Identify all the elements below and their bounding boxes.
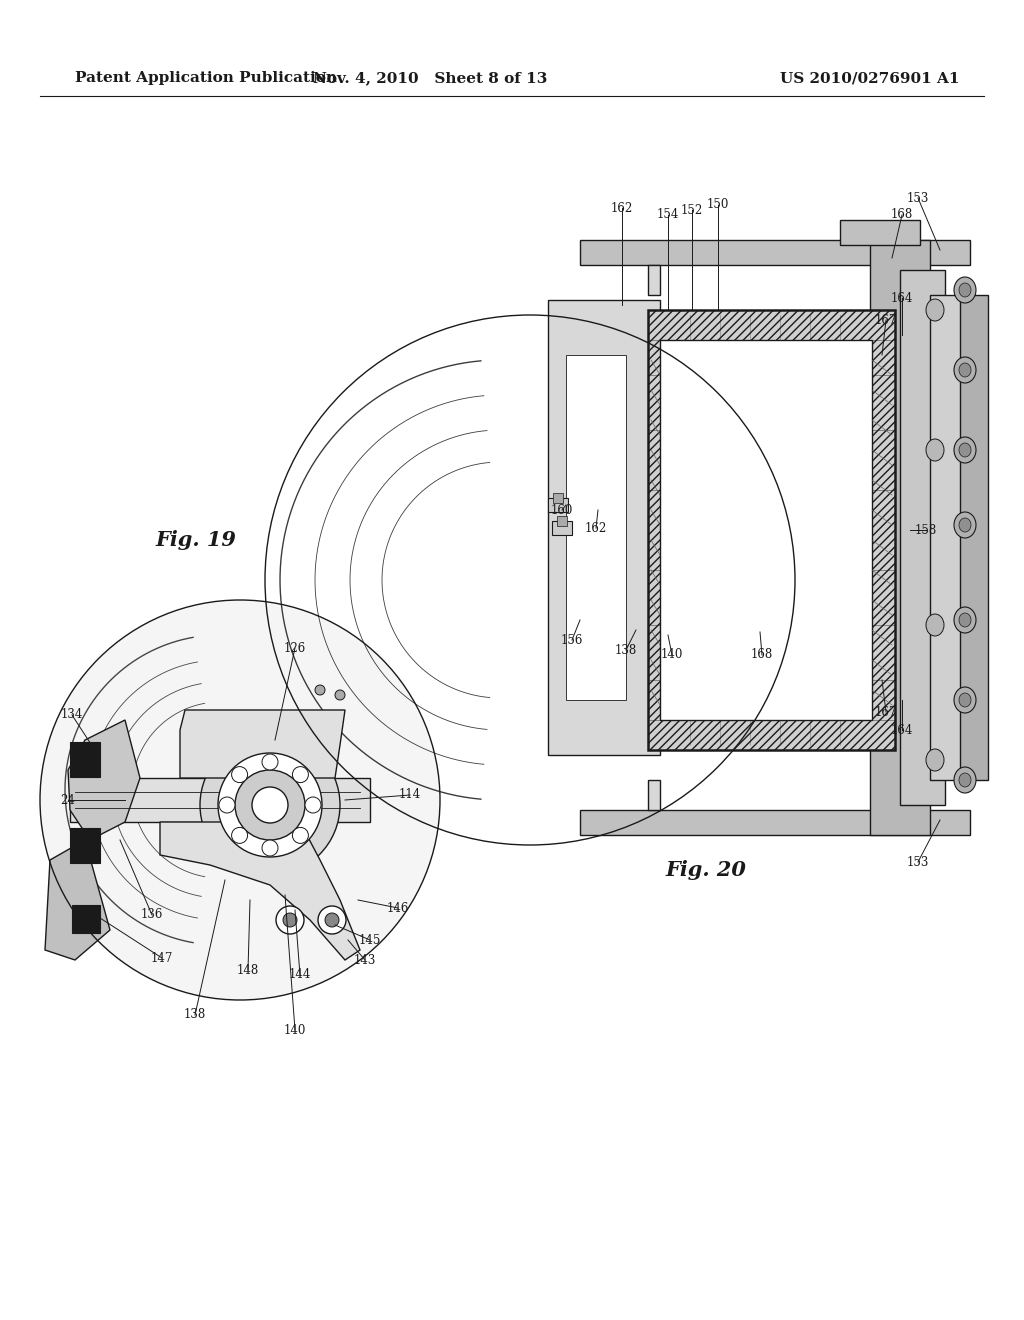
- Bar: [840, 220, 920, 246]
- Bar: [648, 265, 660, 294]
- Ellipse shape: [959, 444, 971, 457]
- Circle shape: [293, 767, 308, 783]
- Ellipse shape: [954, 767, 976, 793]
- Circle shape: [276, 906, 304, 935]
- Ellipse shape: [954, 686, 976, 713]
- Text: 148: 148: [237, 964, 259, 977]
- Polygon shape: [180, 710, 345, 777]
- Text: 162: 162: [585, 521, 607, 535]
- Circle shape: [315, 685, 325, 696]
- Bar: [580, 240, 970, 265]
- Bar: [557, 516, 567, 525]
- Bar: [660, 341, 872, 719]
- Ellipse shape: [954, 437, 976, 463]
- Text: 126: 126: [284, 642, 306, 655]
- Circle shape: [335, 690, 345, 700]
- Circle shape: [262, 840, 278, 855]
- Circle shape: [231, 828, 248, 843]
- Circle shape: [262, 754, 278, 770]
- Ellipse shape: [959, 517, 971, 532]
- Text: 156: 156: [561, 634, 584, 647]
- Circle shape: [283, 913, 297, 927]
- Bar: [70, 777, 370, 822]
- Text: US 2010/0276901 A1: US 2010/0276901 A1: [780, 71, 959, 84]
- Text: 152: 152: [681, 203, 703, 216]
- Bar: [552, 521, 572, 535]
- Text: 153: 153: [907, 191, 929, 205]
- Ellipse shape: [954, 356, 976, 383]
- Text: 136: 136: [141, 908, 163, 921]
- Text: 24: 24: [60, 793, 76, 807]
- Text: 162: 162: [611, 202, 633, 214]
- Text: 146: 146: [387, 902, 410, 915]
- Ellipse shape: [959, 612, 971, 627]
- Ellipse shape: [954, 512, 976, 539]
- Ellipse shape: [959, 282, 971, 297]
- Bar: [566, 355, 626, 700]
- Text: 153: 153: [907, 855, 929, 869]
- Text: 145: 145: [358, 933, 381, 946]
- Circle shape: [234, 770, 305, 840]
- Text: 134: 134: [60, 709, 83, 722]
- Bar: [70, 742, 100, 777]
- Bar: [70, 828, 100, 863]
- Ellipse shape: [959, 774, 971, 787]
- Circle shape: [231, 767, 248, 783]
- Polygon shape: [68, 719, 140, 840]
- Bar: [870, 240, 930, 836]
- Ellipse shape: [926, 440, 944, 461]
- Ellipse shape: [954, 607, 976, 634]
- Bar: [548, 498, 568, 512]
- Bar: [72, 906, 100, 933]
- Bar: [930, 294, 975, 780]
- Circle shape: [219, 797, 234, 813]
- Bar: [648, 780, 660, 810]
- Text: 138: 138: [184, 1008, 206, 1022]
- Circle shape: [325, 913, 339, 927]
- Text: 147: 147: [151, 952, 173, 965]
- Text: 168: 168: [751, 648, 773, 661]
- Text: 158: 158: [914, 524, 937, 536]
- Text: 144: 144: [289, 969, 311, 982]
- Ellipse shape: [954, 277, 976, 304]
- Ellipse shape: [926, 614, 944, 636]
- Bar: [648, 310, 895, 750]
- Text: 114: 114: [399, 788, 421, 801]
- Circle shape: [40, 601, 440, 1001]
- Text: 160: 160: [551, 503, 573, 516]
- Text: 140: 140: [284, 1023, 306, 1036]
- Bar: [900, 271, 945, 805]
- Bar: [553, 492, 563, 503]
- Ellipse shape: [959, 693, 971, 708]
- Circle shape: [318, 906, 346, 935]
- Text: 164: 164: [891, 723, 913, 737]
- Ellipse shape: [926, 748, 944, 771]
- Text: Nov. 4, 2010   Sheet 8 of 13: Nov. 4, 2010 Sheet 8 of 13: [312, 71, 547, 84]
- Text: Fig. 19: Fig. 19: [156, 531, 237, 550]
- Bar: [580, 810, 970, 836]
- Ellipse shape: [926, 300, 944, 321]
- Text: Patent Application Publication: Patent Application Publication: [75, 71, 337, 84]
- Text: 164: 164: [891, 292, 913, 305]
- Text: 140: 140: [660, 648, 683, 661]
- Text: Fig. 20: Fig. 20: [666, 861, 746, 880]
- Bar: [961, 294, 988, 780]
- Circle shape: [305, 797, 321, 813]
- Text: 167: 167: [874, 705, 897, 718]
- Text: 154: 154: [656, 209, 679, 222]
- Circle shape: [200, 735, 340, 875]
- Circle shape: [218, 752, 322, 857]
- Circle shape: [293, 828, 308, 843]
- Text: 143: 143: [354, 953, 376, 966]
- Text: 150: 150: [707, 198, 729, 211]
- Text: 138: 138: [614, 644, 637, 656]
- Polygon shape: [45, 840, 110, 960]
- Ellipse shape: [959, 363, 971, 378]
- Text: 168: 168: [891, 209, 913, 222]
- Text: 167: 167: [874, 314, 897, 326]
- Circle shape: [252, 787, 288, 822]
- Polygon shape: [160, 822, 360, 960]
- Bar: [548, 300, 660, 755]
